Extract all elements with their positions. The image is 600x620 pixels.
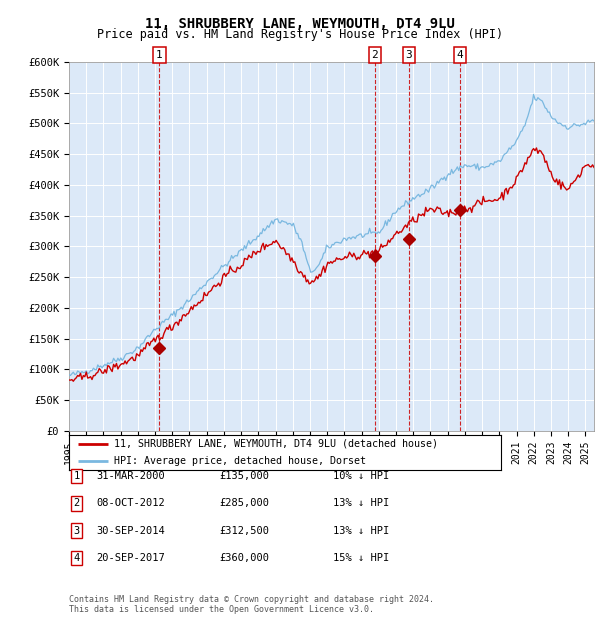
Text: 20-SEP-2017: 20-SEP-2017 (96, 553, 165, 563)
Text: 1: 1 (74, 471, 80, 481)
Text: 3: 3 (406, 50, 412, 60)
Text: 2: 2 (74, 498, 80, 508)
Text: £285,000: £285,000 (219, 498, 269, 508)
Text: £360,000: £360,000 (219, 553, 269, 563)
Text: 1: 1 (156, 50, 163, 60)
Text: 13% ↓ HPI: 13% ↓ HPI (333, 526, 389, 536)
Text: 10% ↓ HPI: 10% ↓ HPI (333, 471, 389, 481)
Text: £135,000: £135,000 (219, 471, 269, 481)
Text: This data is licensed under the Open Government Licence v3.0.: This data is licensed under the Open Gov… (69, 604, 374, 614)
Text: 2: 2 (371, 50, 378, 60)
Text: 3: 3 (74, 526, 80, 536)
Text: 13% ↓ HPI: 13% ↓ HPI (333, 498, 389, 508)
Text: 30-SEP-2014: 30-SEP-2014 (96, 526, 165, 536)
Text: 15% ↓ HPI: 15% ↓ HPI (333, 553, 389, 563)
Text: 11, SHRUBBERY LANE, WEYMOUTH, DT4 9LU (detached house): 11, SHRUBBERY LANE, WEYMOUTH, DT4 9LU (d… (115, 439, 439, 449)
Text: 11, SHRUBBERY LANE, WEYMOUTH, DT4 9LU: 11, SHRUBBERY LANE, WEYMOUTH, DT4 9LU (145, 17, 455, 32)
Text: 4: 4 (74, 553, 80, 563)
Text: £312,500: £312,500 (219, 526, 269, 536)
Text: 31-MAR-2000: 31-MAR-2000 (96, 471, 165, 481)
Text: 4: 4 (457, 50, 463, 60)
Text: Price paid vs. HM Land Registry's House Price Index (HPI): Price paid vs. HM Land Registry's House … (97, 28, 503, 41)
Text: 08-OCT-2012: 08-OCT-2012 (96, 498, 165, 508)
Text: HPI: Average price, detached house, Dorset: HPI: Average price, detached house, Dors… (115, 456, 367, 466)
Text: Contains HM Land Registry data © Crown copyright and database right 2024.: Contains HM Land Registry data © Crown c… (69, 595, 434, 604)
